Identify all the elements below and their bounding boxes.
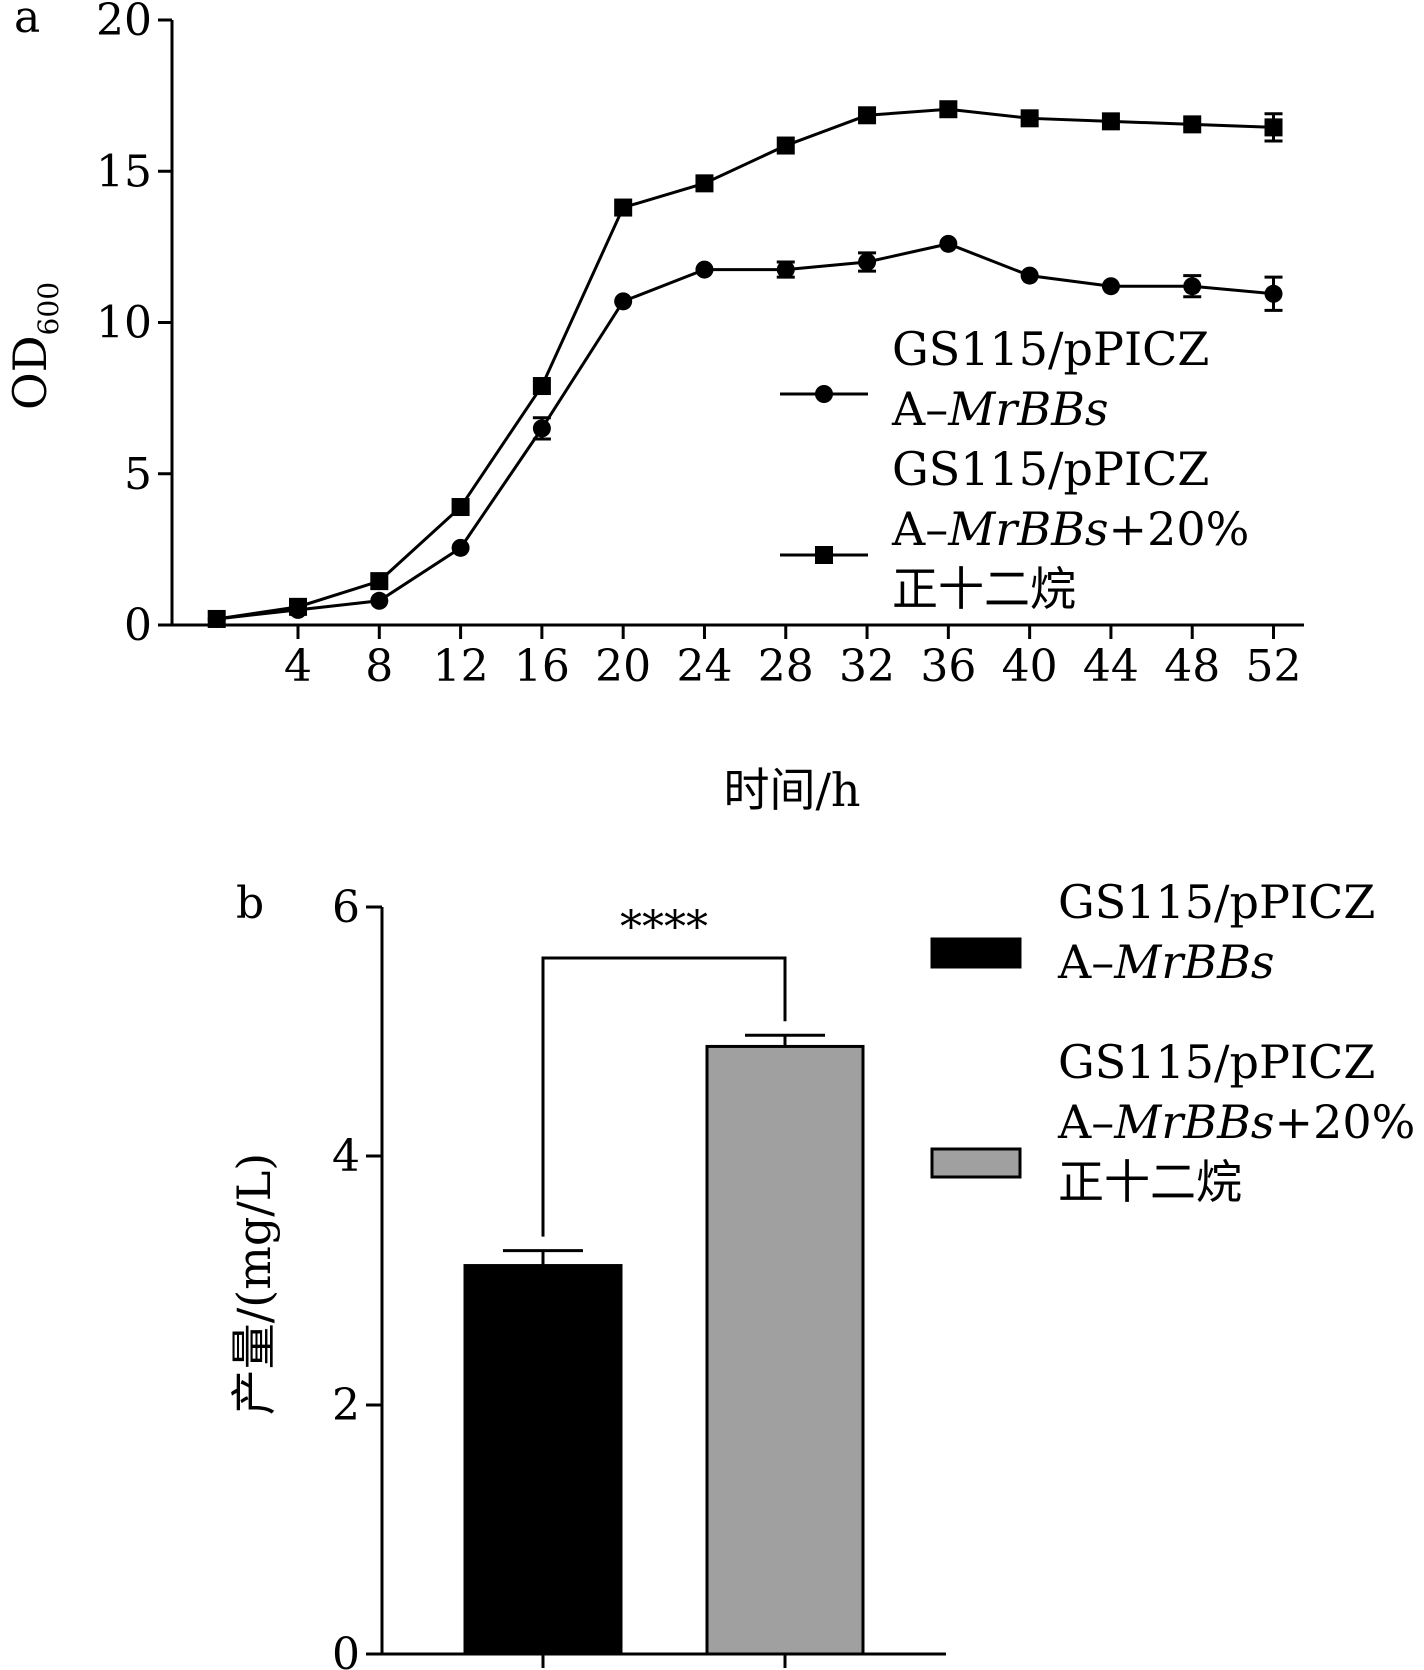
panel-a-x-tick-label: 24 [676,641,732,692]
panel-a-x-tick-label: 8 [365,641,393,692]
panel-a-series [207,100,1283,628]
panel-a-point-square [370,572,389,591]
panel-a-point-circle [1183,277,1202,296]
panel-a-point-square [614,198,633,217]
panel-a-point-square [451,498,470,517]
panel-a-point-circle [532,419,551,438]
panel-a-y-axis-title-subscript: 600 [32,282,65,335]
panel-b-legend-label-2-italic: MrBBs [1113,1095,1274,1149]
panel-b-legend-label-2-line1: GS115/pPICZ [1058,1035,1375,1089]
panel-a-point-circle [370,591,389,610]
panel-b-bars [463,1033,865,1656]
panel-b-y-axis-title: 产量/(mg/L) [227,1153,281,1416]
panel-a-x-tick-label: 32 [839,641,895,692]
panel-b-letter: b [236,878,264,929]
panel-b-significance-label: **** [620,902,708,953]
panel-b-legend-label-1-line1: GS115/pPICZ [1058,875,1375,929]
panel-a-x-tick-label: 4 [284,641,312,692]
panel-a-letter: a [14,0,40,43]
panel-b-significance: **** [541,902,787,1237]
panel-a-legend-label-2: GS115/pPICZ A–MrBBs+20% 正十二烷 [891,442,1249,616]
panel-a-point-circle [939,234,958,253]
svg-text:OD600: OD600 [3,282,65,410]
panel-a-y-axis-title: OD600 [3,282,65,410]
panel-a-legend-marker-circle [815,385,833,403]
panel-b-y-tick-label: 2 [332,1380,360,1431]
panel-a-legend-label-2-line2: A– [891,502,948,556]
panel-a-legend-label-2-suffix: +20% [1109,502,1250,556]
panel-a-legend-label-1-line1: GS115/pPICZ [892,322,1209,376]
panel-a-x-tick-label: 28 [758,641,814,692]
panel-a-x-tick-label: 48 [1164,641,1220,692]
panel-a-x-tick-label: 52 [1246,641,1302,692]
panel-a-series-line-2 [216,107,1274,621]
panel-a-x-tick-label: 16 [514,641,570,692]
panel-a-point-square [1264,118,1283,137]
panel-a-x-tick-label: 20 [595,641,651,692]
panel-a-point-circle [614,292,633,311]
panel-a-x-tick-label: 44 [1083,641,1139,692]
panel-a-legend-label-1-line2: A– [891,382,948,436]
panel-a-point-square [776,136,795,155]
panel-b-tick-labels: 0 2 4 6 [332,882,360,1670]
panel-a-point-circle [1020,266,1039,285]
panel-b-legend-label-1: GS115/pPICZ A–MrBBs [1057,875,1375,989]
panel-b-bar-1 [463,1264,623,1656]
panel-b-legend-label-2-line2: A– [1057,1095,1114,1149]
panel-a-legend-label-2-line1: GS115/pPICZ [892,442,1209,496]
panel-a-point-circle [451,538,470,557]
panel-b-legend-label-2-suffix: +20% [1275,1095,1416,1149]
panel-a-point-square [1020,109,1039,128]
panel-a-point-circle [695,260,714,279]
panel-a-point-square [1183,115,1202,134]
panel-b-y-tick-label: 6 [332,882,360,933]
panel-a-point-circle [1101,277,1120,296]
panel-a-point-square [532,377,551,396]
panel-a-point-square [695,174,714,193]
panel-a-legend-marker-square [815,546,833,564]
panel-a-y-tick-label: 0 [124,600,152,651]
panel-b-y-tick-label: 0 [332,1629,360,1670]
panel-b-legend-swatch-2 [930,1147,1022,1179]
panel-a-y-axis-title-main: OD [3,335,57,410]
panel-b-legend-label-1-line2: A– [1057,935,1114,989]
panel-a-point-square [289,597,308,616]
panel-a-x-tick-label: 12 [433,641,489,692]
panel-b-significance-bracket [541,956,787,1237]
panel-a-point-circle [776,260,795,279]
panel-a-legend-label-1-italic: MrBBs [947,382,1108,436]
panel-b-legend-label-2-line3: 正十二烷 [1058,1155,1242,1209]
panel-a-series-line-1 [216,242,1274,621]
panel-a-point-circle [858,253,877,271]
panel-a-legend-label-2-italic: MrBBs [947,502,1108,556]
panel-a-y-tick-label: 20 [96,0,152,46]
panel-a-y-tick-label: 15 [96,146,152,197]
panel-b-bar-2 [705,1044,865,1656]
panel-a-point-square [858,106,877,125]
panel-a-x-tick-label: 40 [1002,641,1058,692]
panel-b-legend-swatch-1 [930,937,1022,969]
panel-a-point-square [1101,112,1120,131]
panel-b-legend-label-2: GS115/pPICZ A–MrBBs+20% 正十二烷 [1057,1035,1415,1209]
panel-a-y-tick-label: 5 [124,449,152,500]
panel-b-legend-label-1-italic: MrBBs [1113,935,1274,989]
panel-a-point-circle [1264,284,1283,303]
panel-a-y-tick-label: 10 [96,298,152,349]
panel-a-x-axis-title: 时间/h [723,763,860,817]
panel-a-legend-label-1: GS115/pPICZ A–MrBBs [891,322,1209,436]
panel-a-legend-label-2-line3: 正十二烷 [892,562,1076,616]
panel-b-y-tick-label: 4 [332,1131,360,1182]
panel-a-point-square [939,100,958,119]
panel-a-axes [158,18,1304,639]
panel-a-point-square [207,609,226,628]
panel-a-x-tick-label: 36 [920,641,976,692]
